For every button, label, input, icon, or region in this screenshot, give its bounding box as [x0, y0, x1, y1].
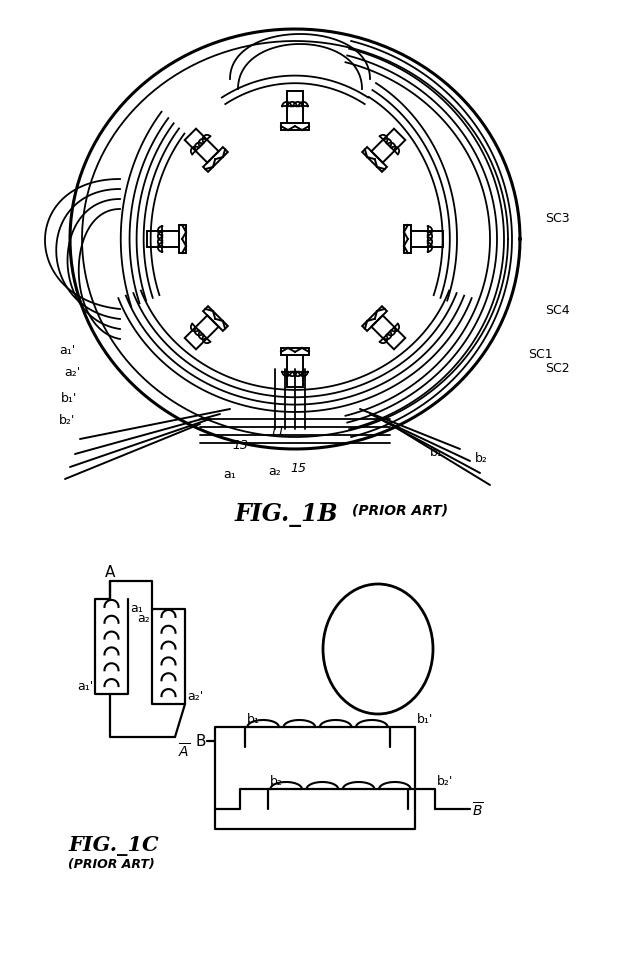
Text: FIG._1B: FIG._1B — [235, 502, 339, 527]
Text: 15: 15 — [290, 461, 306, 475]
Text: 13: 13 — [232, 439, 248, 451]
Text: b₁: b₁ — [430, 446, 443, 458]
Text: b₁': b₁' — [61, 391, 77, 404]
Text: $\overline{B}$: $\overline{B}$ — [472, 800, 483, 819]
Text: $\overline{A}$: $\overline{A}$ — [178, 742, 190, 759]
Text: a₁: a₁ — [223, 468, 236, 481]
Text: SC3: SC3 — [545, 211, 570, 225]
Text: a₂: a₂ — [137, 612, 150, 624]
Text: b₂: b₂ — [270, 774, 283, 787]
Text: b₂: b₂ — [475, 451, 488, 464]
Text: a₁': a₁' — [59, 343, 75, 357]
Text: (PRIOR ART): (PRIOR ART) — [68, 857, 155, 871]
Text: b₁': b₁' — [417, 712, 433, 725]
Text: b₂': b₂' — [59, 413, 75, 426]
Text: a₂': a₂' — [64, 365, 80, 378]
Text: SC1: SC1 — [528, 348, 552, 361]
Text: (PRIOR ART): (PRIOR ART) — [352, 503, 448, 518]
Text: b₂': b₂' — [437, 774, 453, 787]
Text: a₂: a₂ — [269, 464, 282, 478]
Text: SC4: SC4 — [545, 303, 570, 317]
Text: a₁: a₁ — [130, 602, 143, 615]
Text: B: B — [195, 734, 205, 748]
Text: b₁: b₁ — [247, 712, 260, 725]
Text: a₂': a₂' — [187, 690, 204, 702]
Text: 11: 11 — [269, 425, 285, 438]
Text: A: A — [105, 565, 115, 579]
Text: FIG._1C: FIG._1C — [68, 835, 159, 855]
Text: SC2: SC2 — [545, 361, 570, 374]
Text: a₁': a₁' — [77, 679, 93, 693]
